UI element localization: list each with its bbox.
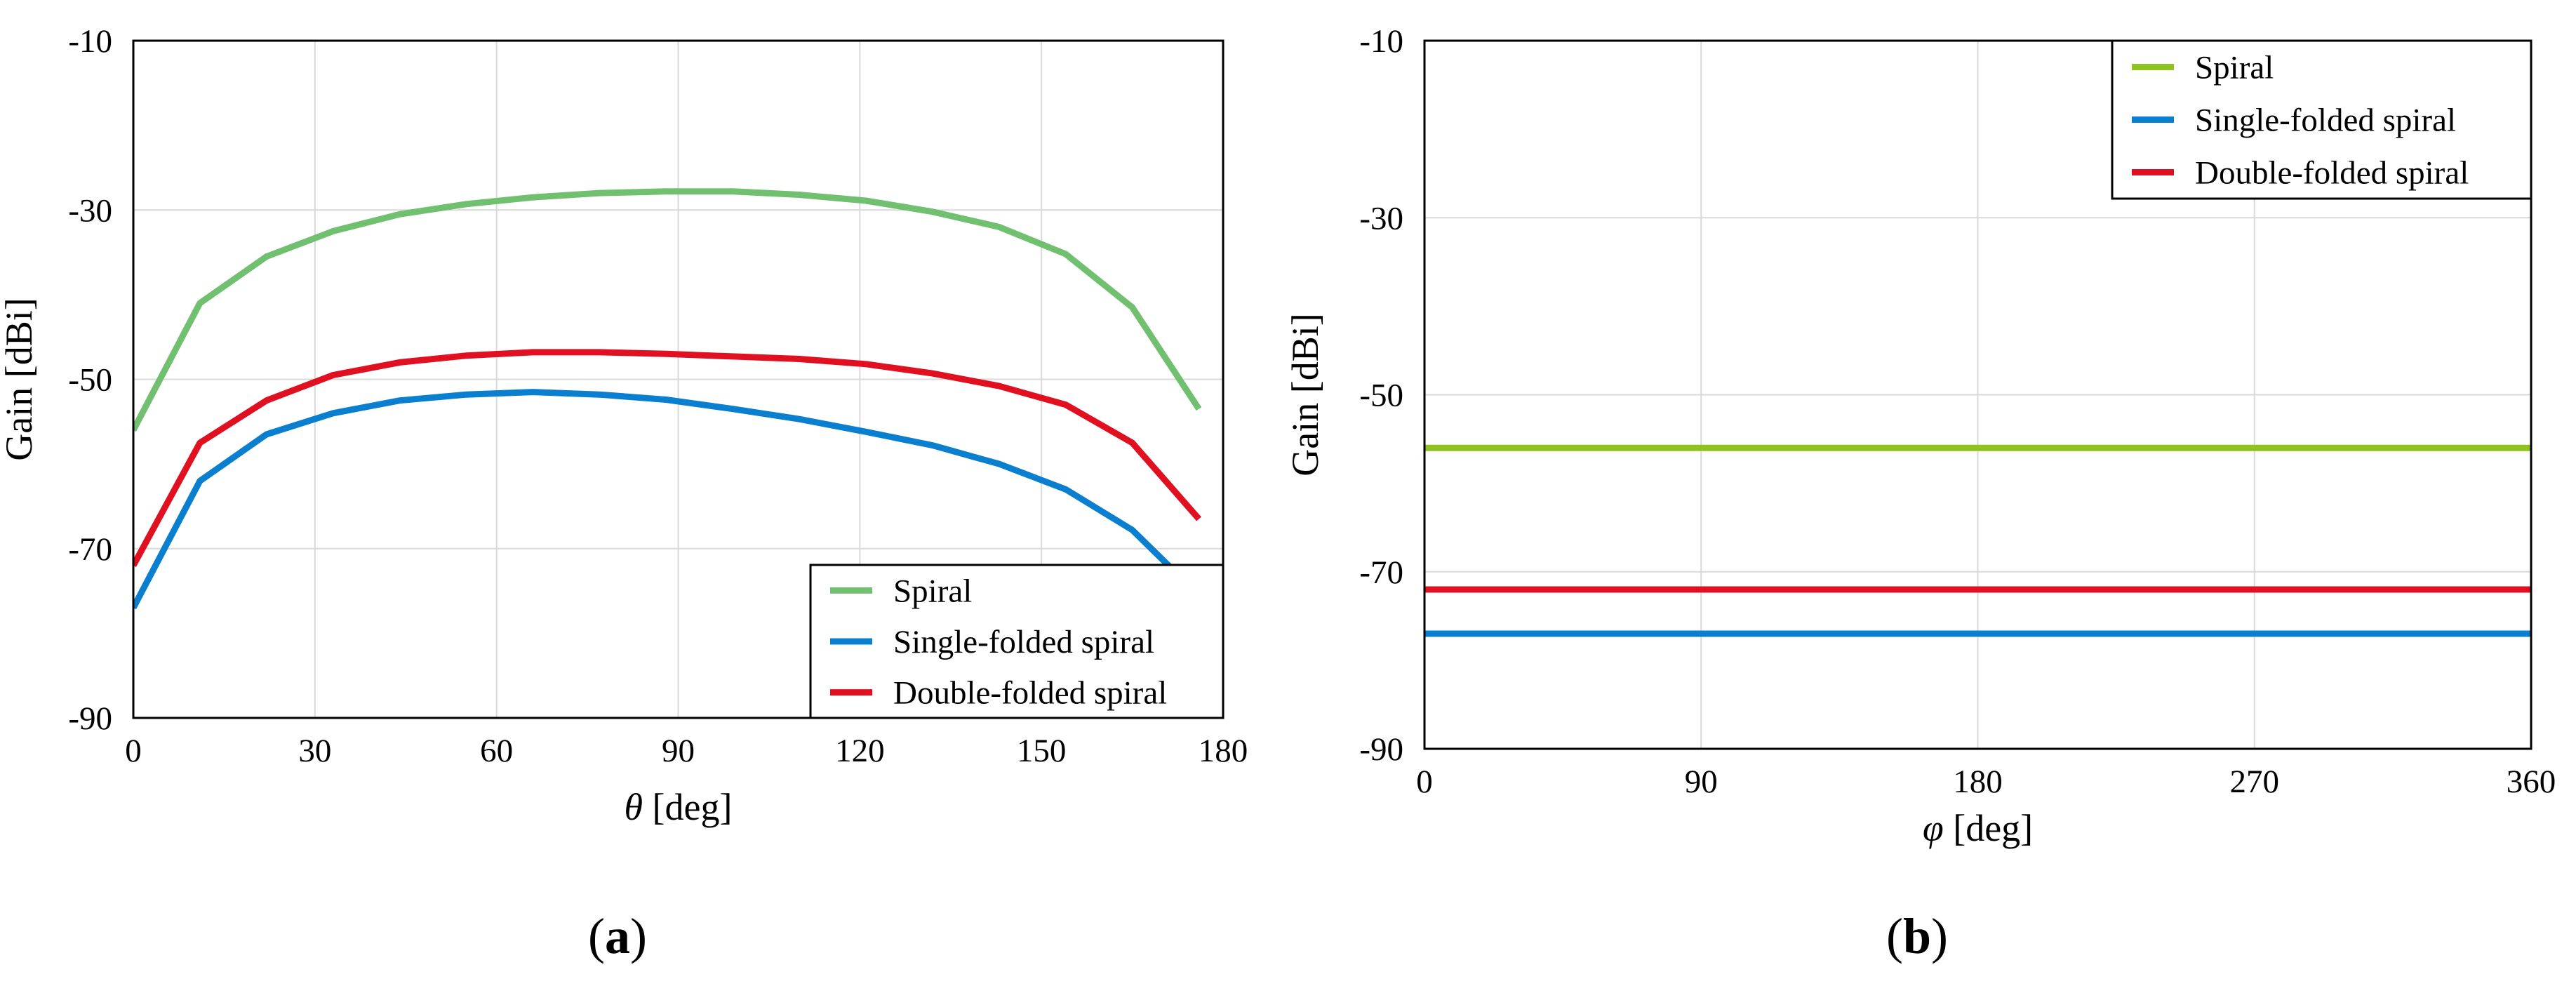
chart-panel-a: 0 30 60 90 120 150 180 -90 -70 -50 -30 -10 Gain [dBi…	[0, 23, 1248, 964]
y-tick-label: -30	[68, 192, 112, 229]
legend-label: Spiral	[893, 573, 972, 609]
y-tick-label: -90	[68, 700, 112, 737]
y-tick-label: -70	[68, 531, 112, 568]
x-axis-unit: [deg]	[1944, 807, 2033, 849]
y-tick-label: -50	[68, 362, 112, 399]
x-tick-label: 150	[1017, 733, 1067, 769]
x-tick-label: 0	[125, 733, 142, 769]
legend-box	[809, 564, 1224, 719]
series-group	[133, 188, 1202, 610]
legend-label: Double-folded spiral	[2195, 155, 2469, 192]
x-tick-label: 360	[2507, 764, 2556, 800]
x-tick-label: 90	[662, 733, 695, 769]
x-tick-label: 30	[298, 733, 331, 769]
y-tick-label: -30	[1359, 200, 1403, 236]
plot-frame	[1423, 39, 2532, 750]
series-group	[1424, 444, 2531, 637]
x-tick-label: 0	[1416, 764, 1433, 800]
legend-label: Single-folded spiral	[2195, 102, 2456, 139]
series-line-single-folded-spiral	[133, 389, 1201, 610]
x-axis-symbol: φ	[1923, 807, 1944, 849]
x-tick-label: 180	[1199, 733, 1248, 769]
x-tick-label: 90	[1685, 764, 1718, 800]
x-tick-label: 60	[480, 733, 513, 769]
x-axis-label: θ [deg]	[625, 786, 733, 828]
y-axis-label: Gain [dBi]	[0, 298, 40, 460]
y-axis-label: Gain [dBi]	[1284, 313, 1326, 476]
y-tick-label: -10	[68, 23, 112, 60]
x-axis-label: φ [deg]	[1923, 807, 2033, 849]
x-axis-symbol: θ	[625, 786, 643, 828]
legend-label: Single-folded spiral	[893, 624, 1154, 660]
plot-frame	[132, 39, 1224, 719]
y-tick-label: -90	[1359, 731, 1403, 768]
x-tick-label: 120	[835, 733, 885, 769]
panel-label: (b)	[1886, 908, 1948, 964]
legend-label: Double-folded spiral	[893, 675, 1167, 712]
legend-label: Spiral	[2195, 50, 2274, 86]
chart-panel-b: 0 90 180 270 360 -90 -70 -50 -30 -10 Gain [dBi] φ […	[1284, 23, 2556, 964]
x-tick-label: 270	[2230, 764, 2280, 800]
series-line-spiral	[133, 188, 1202, 432]
legend-box	[2111, 39, 2532, 200]
y-tick-label: -10	[1359, 23, 1403, 60]
y-tick-label: -70	[1359, 554, 1403, 591]
legend: Spiral Single-folded spiral Double-folded …	[809, 564, 1224, 719]
x-tick-label: 180	[1953, 764, 2003, 800]
x-axis-unit: [deg]	[643, 786, 732, 828]
panel-label: (a)	[588, 908, 647, 964]
series-line-double-folded-spiral	[133, 349, 1201, 568]
y-tick-label: -50	[1359, 378, 1403, 414]
legend: Spiral Single-folded spiral Double-folded …	[2111, 39, 2532, 200]
